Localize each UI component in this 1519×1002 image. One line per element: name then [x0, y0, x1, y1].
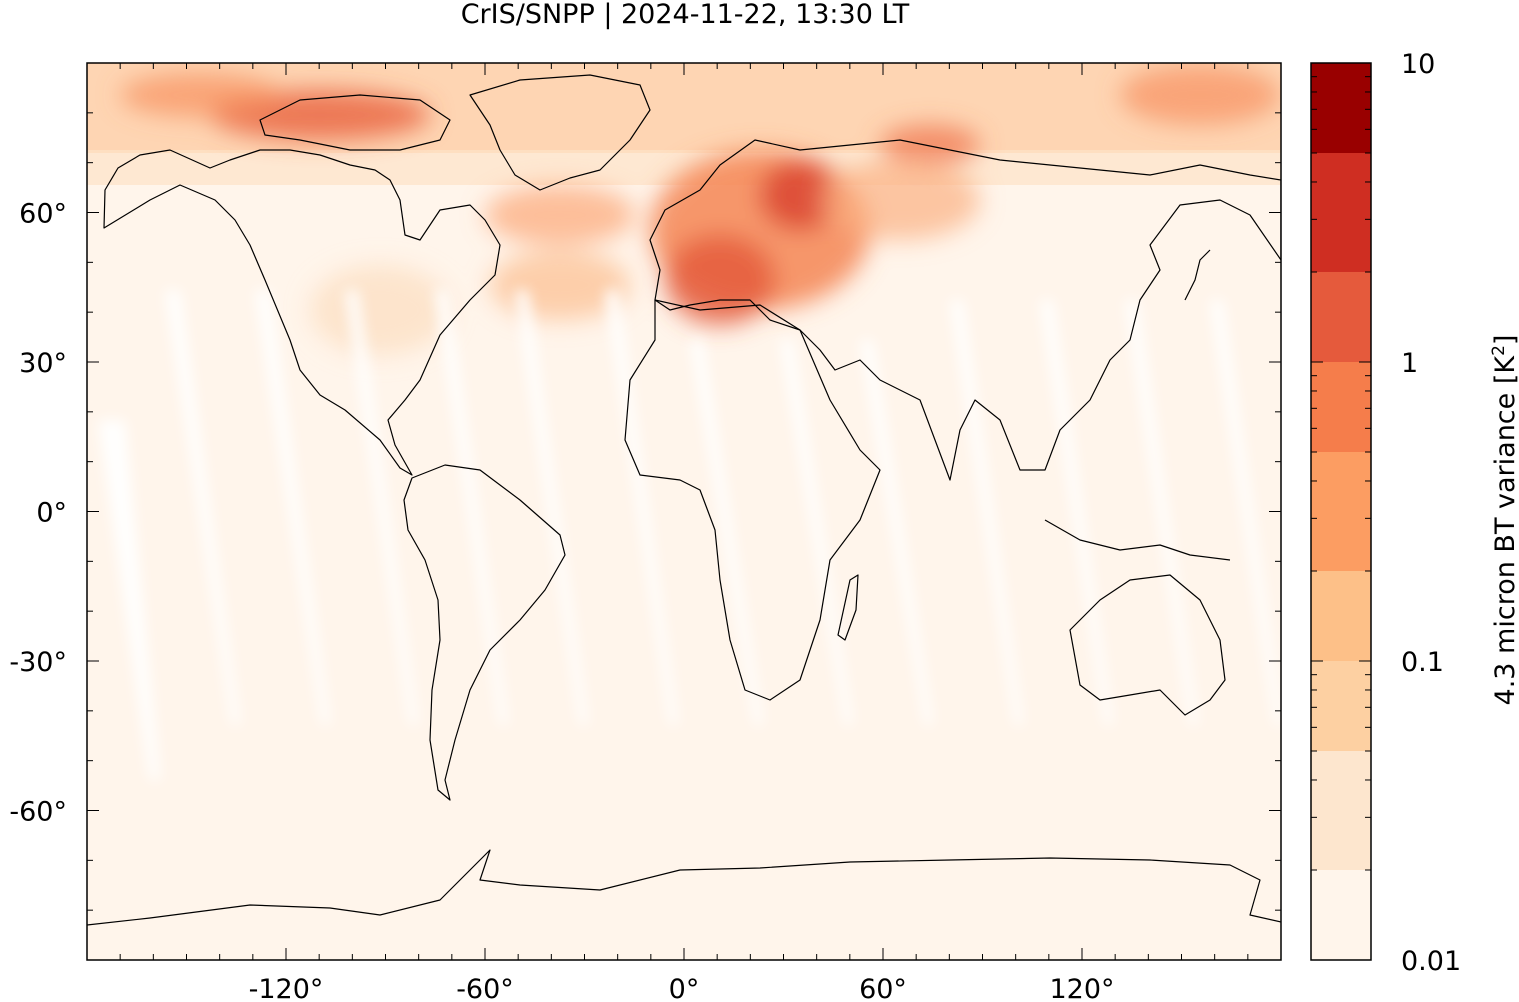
- colorbar-level: [1311, 452, 1371, 571]
- y-tick-labels: 60° 30° 0° -30° -60°: [9, 199, 67, 828]
- coastline-canadian-arctic: [259, 94, 451, 151]
- x-tick-label: 60°: [859, 974, 907, 1002]
- colorbar-tick-label: 1: [1401, 348, 1418, 379]
- colorbar-level: [1311, 153, 1371, 272]
- colorbar-level: [1311, 661, 1371, 752]
- colorbar-tick-label: 0.01: [1401, 946, 1461, 977]
- x-tick-label: 0°: [669, 974, 700, 1002]
- colorbar-title: 4.3 micron BT variance [K2]: [1489, 335, 1519, 706]
- y-tick-label: -30°: [9, 647, 67, 678]
- y-tick-label: -60°: [9, 797, 67, 828]
- colorbar-title-end: ]: [1490, 334, 1519, 346]
- coastline-europe-asia: [649, 139, 1281, 481]
- coastline-antarctica: [87, 849, 1281, 926]
- colorbar-title-text: 4.3 micron BT variance [K: [1490, 355, 1519, 706]
- y-tick-label: 60°: [19, 199, 67, 230]
- coastline-africa: [624, 299, 881, 701]
- coastline-indonesia: [1044, 519, 1231, 561]
- x-tick-label: -60°: [456, 974, 514, 1002]
- variance-field: [87, 63, 1281, 780]
- map-ticks: [87, 63, 1281, 960]
- colorbar-level: [1311, 570, 1371, 661]
- colorbar-ticks: [1311, 62, 1371, 961]
- colorbar-title-superscript: 2: [1489, 345, 1509, 356]
- x-tick-label: 120°: [1049, 974, 1114, 1002]
- coastline-south-america: [403, 464, 566, 801]
- colorbar-tick-label: 0.1: [1401, 647, 1444, 678]
- colorbar: [1311, 63, 1371, 960]
- colorbar-level: [1311, 362, 1371, 453]
- colorbar-frame: [1310, 62, 1372, 961]
- y-tick-label: 0°: [36, 498, 67, 529]
- colorbar-title-container: 4.3 micron BT variance [K2]: [1480, 300, 1519, 740]
- colorbar-level: [1311, 63, 1371, 154]
- coastline-australia: [1069, 574, 1226, 716]
- x-tick-labels: -120° -60° 0° 60° 120°: [249, 974, 1115, 1002]
- coastlines: [87, 74, 1281, 926]
- colorbar-level: [1311, 751, 1371, 870]
- coastline-north-america: [103, 149, 501, 476]
- y-tick-label: 30°: [19, 348, 67, 379]
- coastline-greenland: [469, 74, 651, 191]
- coastline-japan: [1184, 249, 1211, 301]
- coastline-madagascar: [837, 574, 859, 641]
- colorbar-level: [1311, 271, 1371, 362]
- colorbar-tick-label: 10: [1401, 49, 1435, 80]
- map-title: CrIS/SNPP | 2024-11-22, 13:30 LT: [460, 0, 910, 30]
- colorbar-tick-labels: 10 1 0.1 0.01: [1401, 49, 1461, 977]
- orbit-gaps: [98, 290, 1281, 780]
- x-tick-label: -120°: [249, 974, 324, 1002]
- colorbar-level: [1311, 869, 1371, 960]
